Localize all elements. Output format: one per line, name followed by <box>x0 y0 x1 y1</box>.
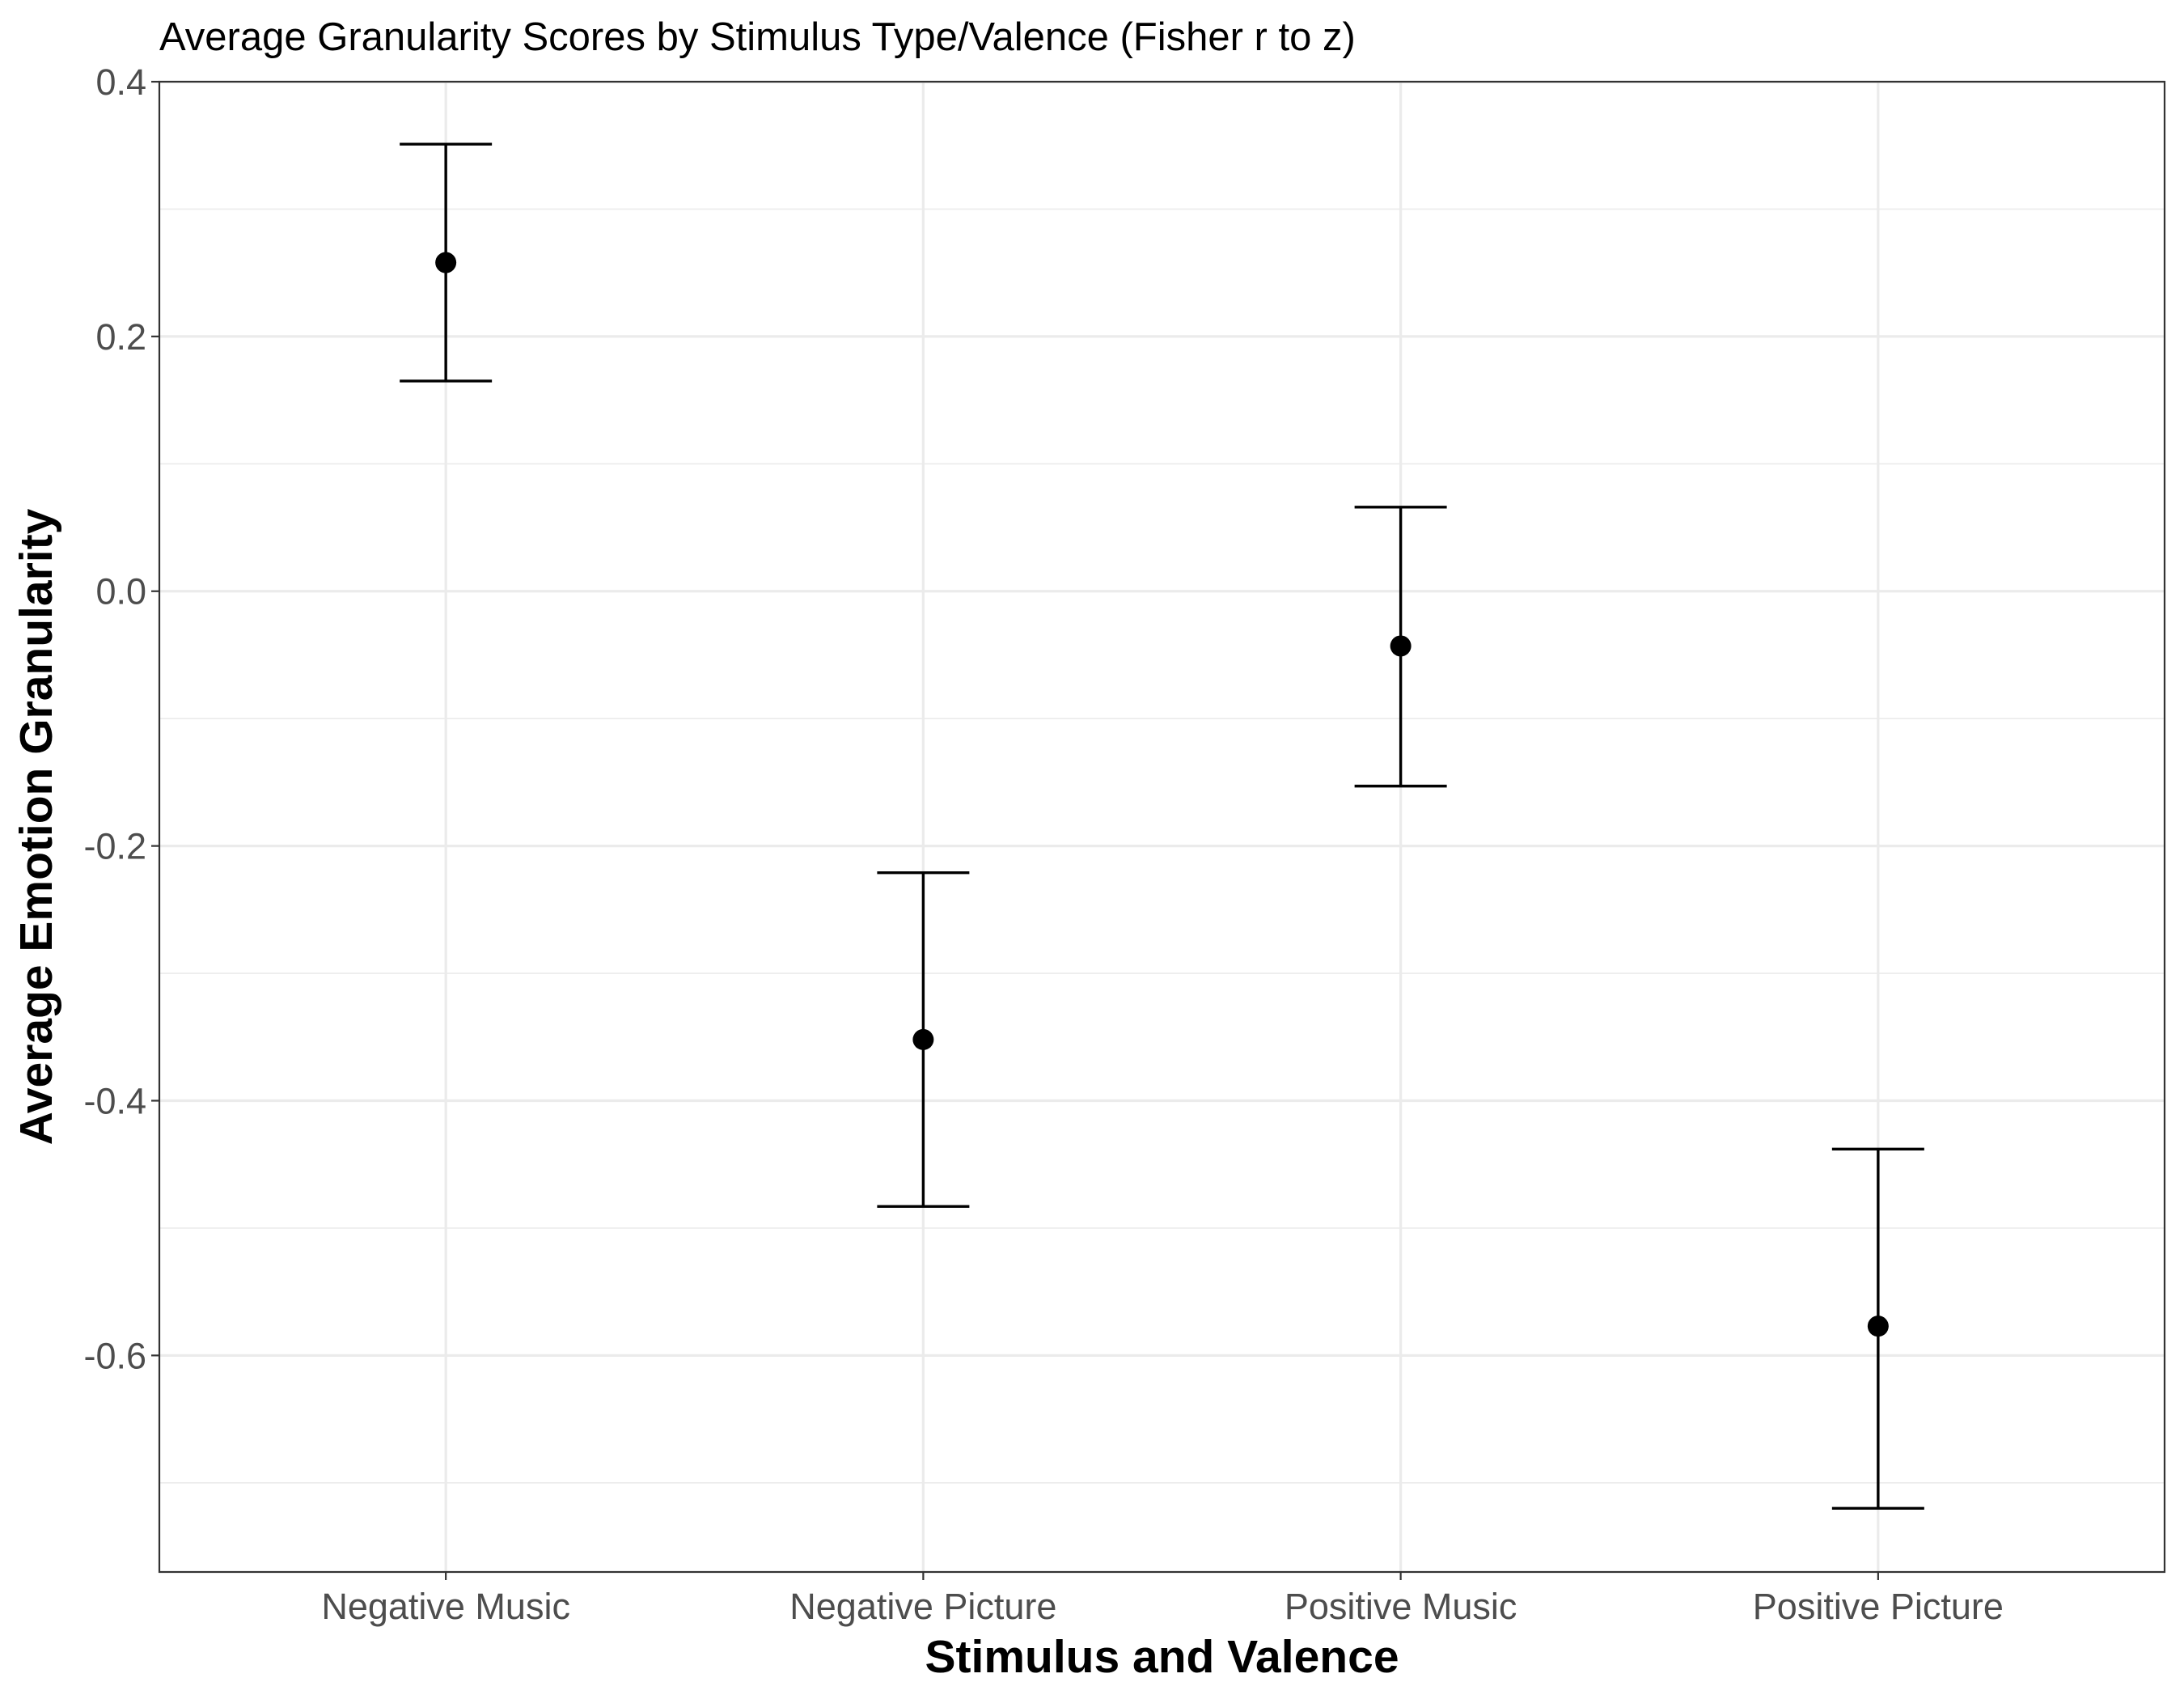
x-tick-label: Positive Picture <box>1753 1586 2004 1627</box>
x-tick-label: Negative Picture <box>789 1586 1056 1627</box>
y-tick-label: 0.0 <box>95 571 146 612</box>
x-tick-label: Positive Music <box>1285 1586 1517 1627</box>
plot-panel-border <box>158 80 2166 1574</box>
x-tick-label: Negative Music <box>321 1586 570 1627</box>
data-point <box>1867 1316 1889 1337</box>
grid <box>159 80 2165 1572</box>
data-point <box>912 1028 934 1050</box>
x-axis-title: Stimulus and Valence <box>925 1631 1399 1683</box>
y-tick-label: 0.2 <box>95 316 146 358</box>
y-axis-title: Average Emotion Granularity <box>11 508 62 1145</box>
y-tick-label: -0.2 <box>83 826 146 867</box>
y-tick-label: -0.6 <box>83 1335 146 1376</box>
y-tick-label: 0.4 <box>95 61 146 103</box>
chart-title: Average Granularity Scores by Stimulus T… <box>159 15 1356 59</box>
chart-marks <box>400 142 1924 1510</box>
axes: 0.4 0.2 0.0 -0.2 -0.4 -0.6 Negative Music Negat… <box>83 61 2003 1627</box>
data-point <box>435 252 457 273</box>
y-tick-label: -0.4 <box>83 1080 146 1121</box>
data-point <box>1390 635 1412 657</box>
